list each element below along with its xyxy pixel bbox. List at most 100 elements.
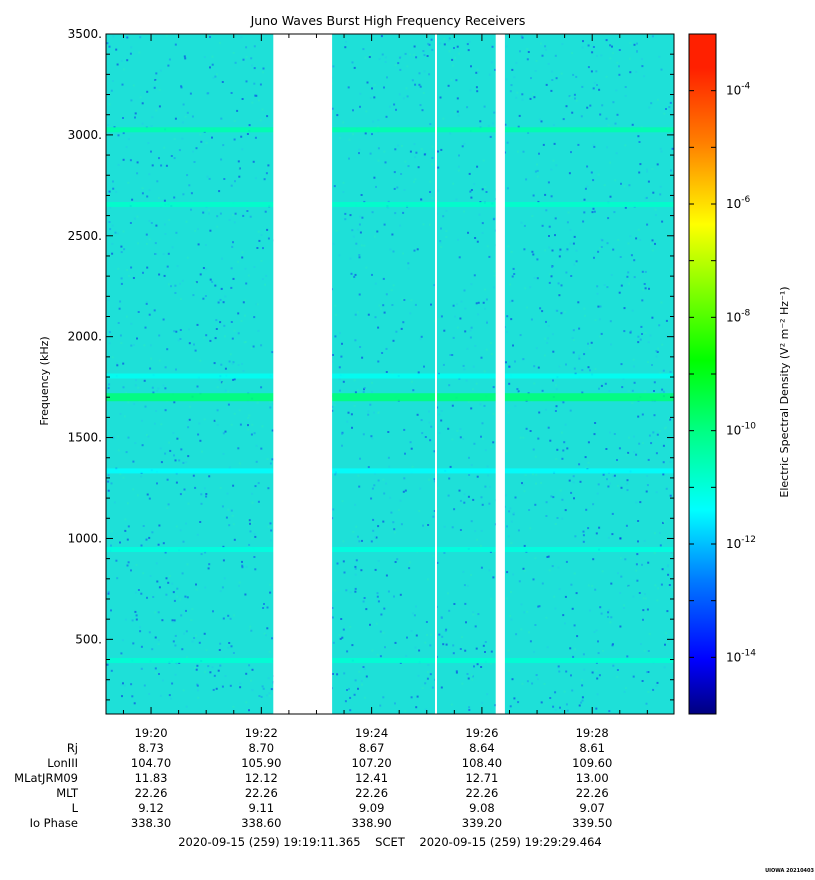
noise-speck xyxy=(457,165,460,168)
noise-speck xyxy=(136,215,139,218)
noise-speck xyxy=(572,481,575,484)
noise-speck xyxy=(587,366,590,369)
noise-speck xyxy=(136,172,139,175)
noise-speck xyxy=(635,569,638,572)
noise-speck xyxy=(385,115,388,118)
noise-speck xyxy=(445,209,448,212)
noise-speck xyxy=(197,243,200,246)
noise-speck xyxy=(387,200,390,203)
noise-speck xyxy=(452,304,455,307)
noise-speck xyxy=(438,633,441,636)
noise-speck xyxy=(216,215,219,218)
noise-speck xyxy=(420,198,423,201)
noise-speck xyxy=(532,93,535,95)
noise-speck xyxy=(586,106,589,109)
noise-speck xyxy=(415,706,418,709)
noise-speck xyxy=(637,335,640,338)
noise-speck xyxy=(565,271,568,274)
noise-speck xyxy=(565,560,568,563)
noise-speck xyxy=(377,525,380,528)
noise-speck xyxy=(115,48,118,51)
noise-speck xyxy=(578,463,581,466)
noise-speck xyxy=(228,219,231,221)
noise-speck xyxy=(108,103,111,106)
noise-speck xyxy=(200,140,203,143)
noise-speck xyxy=(616,113,619,116)
noise-speck xyxy=(449,465,452,468)
noise-speck xyxy=(395,108,397,111)
noise-speck xyxy=(180,448,183,451)
noise-speck xyxy=(600,384,603,387)
noise-speck xyxy=(484,641,487,643)
noise-speck xyxy=(591,584,594,587)
noise-speck xyxy=(367,413,370,416)
noise-speck xyxy=(218,378,221,381)
noise-speck xyxy=(425,621,428,623)
noise-speck xyxy=(646,223,649,226)
noise-speck xyxy=(124,36,127,39)
noise-speck xyxy=(589,104,592,107)
noise-speck xyxy=(216,225,219,228)
noise-speck xyxy=(422,50,425,52)
noise-speck xyxy=(187,426,190,429)
noise-speck xyxy=(387,206,390,209)
noise-speck xyxy=(549,273,552,276)
noise-speck xyxy=(242,369,245,372)
noise-speck xyxy=(354,273,357,276)
noise-speck xyxy=(504,123,507,126)
noise-speck xyxy=(470,520,473,523)
noise-speck xyxy=(231,362,234,365)
noise-speck xyxy=(358,540,361,543)
noise-speck xyxy=(168,575,171,577)
noise-speck xyxy=(541,389,544,392)
noise-speck xyxy=(468,709,471,711)
noise-speck xyxy=(665,108,667,110)
noise-speck xyxy=(375,536,378,539)
noise-speck xyxy=(267,525,270,528)
noise-speck xyxy=(351,61,354,64)
noise-speck xyxy=(393,187,396,190)
noise-speck xyxy=(132,460,135,463)
noise-speck xyxy=(116,577,119,580)
noise-speck xyxy=(169,449,172,452)
noise-speck xyxy=(122,158,125,161)
noise-speck xyxy=(247,428,250,431)
noise-speck xyxy=(559,706,561,709)
noise-speck xyxy=(165,35,168,37)
noise-speck xyxy=(271,458,274,461)
noise-speck xyxy=(575,99,578,102)
noise-speck xyxy=(390,289,393,292)
y-tick-label: 1500. xyxy=(68,431,102,445)
noise-speck xyxy=(437,166,440,169)
noise-speck xyxy=(644,390,647,393)
noise-speck xyxy=(474,530,477,533)
noise-speck xyxy=(108,190,111,193)
noise-speck xyxy=(120,652,123,655)
noise-speck xyxy=(609,482,612,485)
noise-speck xyxy=(331,107,334,110)
noise-speck xyxy=(413,53,416,56)
noise-speck xyxy=(581,696,584,699)
noise-speck xyxy=(196,683,199,686)
noise-speck xyxy=(564,622,566,625)
noise-speck xyxy=(260,447,263,450)
noise-speck xyxy=(133,702,136,705)
noise-speck xyxy=(559,489,562,492)
noise-speck xyxy=(617,572,619,575)
noise-speck xyxy=(522,483,525,486)
noise-speck xyxy=(251,501,254,504)
noise-speck xyxy=(526,48,529,50)
noise-speck xyxy=(574,535,577,538)
noise-speck xyxy=(115,190,118,193)
noise-speck xyxy=(261,425,264,428)
noise-speck xyxy=(482,301,485,304)
noise-speck xyxy=(510,250,513,253)
noise-speck xyxy=(450,36,452,38)
noise-speck xyxy=(121,83,124,86)
noise-speck xyxy=(554,708,557,711)
noise-speck xyxy=(492,576,495,579)
noise-speck xyxy=(635,501,638,504)
noise-speck xyxy=(624,687,627,690)
